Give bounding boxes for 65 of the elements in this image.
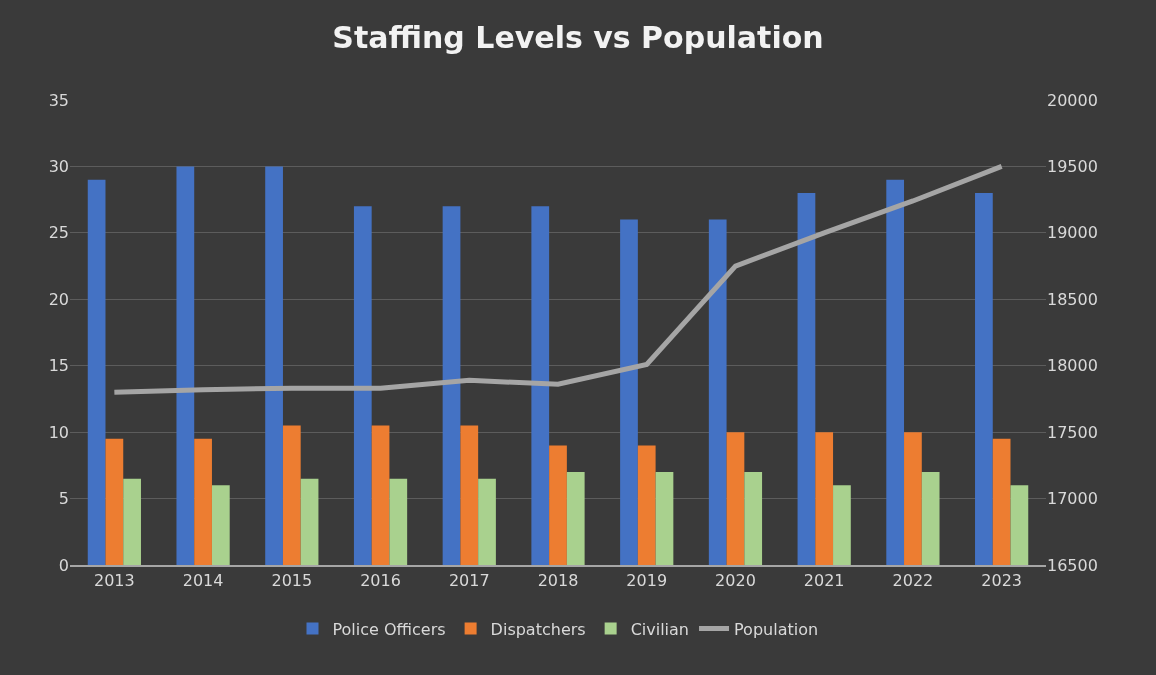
y-tick-label: 10 (48, 422, 69, 442)
y2-tick-label: 19500 (1047, 157, 1098, 177)
x-tick-label: 2020 (715, 571, 756, 591)
y2-tick-label: 17500 (1047, 422, 1098, 442)
bar (637, 445, 656, 565)
x-tick-label: 2016 (360, 571, 401, 591)
legend-label: Dispatchers (490, 619, 586, 639)
bar (442, 206, 461, 565)
bar (389, 478, 408, 565)
x-tick-label: 2018 (537, 571, 579, 591)
bar (282, 425, 301, 565)
x-tick-label: 2013 (94, 571, 135, 591)
y2-tick-label: 17000 (1047, 489, 1098, 509)
bar (176, 166, 195, 565)
y2-tick-label: 18000 (1047, 356, 1098, 376)
y-tick-label: 20 (48, 289, 69, 309)
bar (478, 478, 496, 565)
legend-label: Civilian (630, 619, 690, 639)
bar (921, 472, 940, 565)
x-tick-label: 2022 (892, 571, 934, 591)
bar (549, 445, 567, 565)
y-tick-label: 15 (48, 356, 69, 376)
x-tick-label: 2023 (981, 571, 1022, 591)
bar (833, 485, 851, 565)
bar (797, 193, 816, 565)
x-tick-label: 2014 (182, 571, 224, 591)
bar (620, 219, 638, 565)
bar (87, 179, 106, 565)
y2-tick-label: 16500 (1047, 555, 1098, 575)
y2-tick-label: 20000 (1047, 90, 1098, 110)
bar (975, 193, 993, 565)
x-tick-label: 2021 (803, 571, 845, 591)
bar (655, 472, 674, 565)
bar (744, 472, 763, 565)
bar (265, 166, 283, 565)
bar (105, 438, 124, 565)
bar (371, 425, 390, 565)
bar (353, 206, 372, 565)
bar (566, 472, 585, 565)
chart-title: Staffing Levels vs Population (332, 20, 824, 55)
y-tick-label: 25 (48, 223, 69, 243)
y-tick-label: 5 (58, 489, 69, 509)
bar (531, 206, 550, 565)
bar (726, 432, 745, 565)
bar (815, 432, 834, 565)
bar (992, 438, 1011, 565)
y-tick-label: 30 (48, 157, 69, 177)
bar (886, 179, 905, 565)
x-tick-label: 2015 (271, 571, 313, 591)
bar (211, 485, 230, 565)
y-tick-label: 35 (48, 90, 69, 110)
bar (300, 478, 319, 565)
y-tick-label: 0 (58, 555, 69, 575)
legend-label: Police Officers (332, 619, 446, 639)
legend-label: Population (734, 619, 819, 639)
y2-tick-label: 19000 (1047, 223, 1098, 243)
bar (708, 219, 727, 565)
bar (460, 425, 479, 565)
y2-tick-label: 18500 (1047, 289, 1098, 309)
bar (123, 478, 141, 565)
bar (904, 432, 922, 565)
x-tick-label: 2017 (448, 571, 490, 591)
bar (194, 438, 212, 565)
bar (1010, 485, 1029, 565)
x-tick-label: 2019 (626, 571, 668, 591)
